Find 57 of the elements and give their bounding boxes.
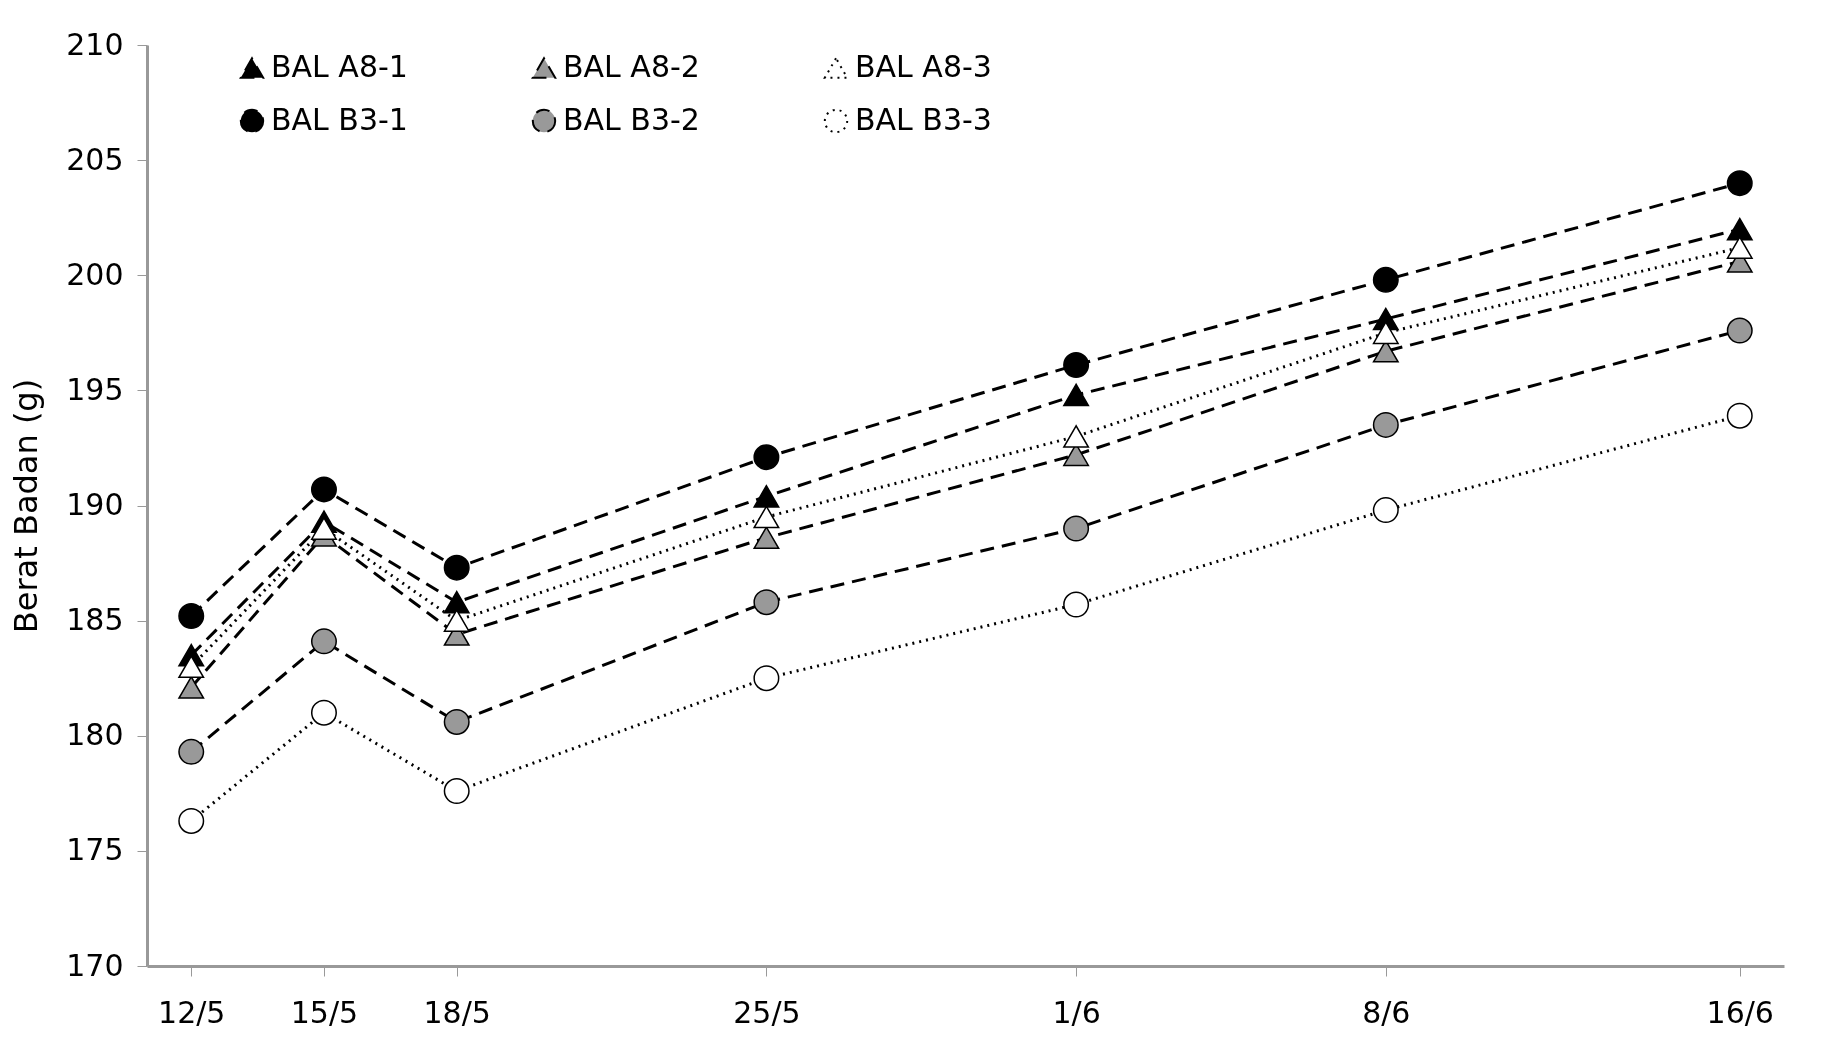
x-tick-label: 18/5 (423, 994, 491, 1030)
x-tick-label: 15/5 (290, 994, 359, 1030)
legend-label: BAL B3-2 (563, 102, 700, 137)
point (1726, 217, 1753, 241)
point (310, 517, 337, 540)
y-axis-title: Berat Badan (g) (7, 378, 46, 634)
point (1063, 352, 1090, 379)
point (1726, 402, 1753, 429)
point (1063, 591, 1090, 618)
y-tick-label: 185 (66, 602, 124, 638)
point (1063, 383, 1090, 407)
y-tick-label: 175 (66, 832, 124, 868)
point (178, 738, 205, 765)
point (753, 505, 780, 529)
point (1726, 317, 1753, 344)
point (443, 609, 470, 632)
x-tick-label: 25/5 (733, 994, 801, 1030)
point (753, 526, 780, 550)
point (443, 778, 470, 804)
point (1372, 497, 1399, 524)
point (1726, 170, 1753, 197)
x-tick-label: 1/6 (1052, 994, 1101, 1030)
point (178, 655, 205, 679)
point (310, 699, 337, 726)
y-tick-label: 200 (66, 256, 124, 292)
y-tick-label: 205 (66, 141, 124, 177)
point (753, 484, 780, 508)
legend-label: BAL A8-2 (563, 49, 700, 84)
point (310, 476, 337, 503)
point (443, 554, 470, 581)
point (178, 676, 205, 699)
point (753, 665, 780, 692)
point (178, 603, 205, 629)
y-tick-label: 170 (66, 947, 124, 983)
x-tick-label: 8/6 (1362, 994, 1411, 1030)
point (1726, 236, 1753, 259)
point (178, 807, 205, 834)
y-tick-label: 190 (66, 487, 124, 522)
legend-label: BAL A8-3 (855, 49, 992, 84)
point (1063, 515, 1090, 542)
point (753, 444, 780, 471)
y-tick-label: 210 (66, 26, 124, 62)
y-tick-label: 195 (66, 371, 124, 407)
y-tick-label: 180 (66, 717, 124, 753)
point (1372, 266, 1399, 293)
x-tick-label: 12/5 (158, 994, 226, 1030)
point (753, 589, 780, 616)
point (1372, 321, 1399, 345)
legend-label: BAL A8-1 (271, 49, 408, 84)
legend-label: BAL B3-3 (855, 102, 992, 137)
legend-label: BAL B3-1 (271, 102, 408, 137)
point (443, 590, 470, 614)
point (443, 708, 470, 735)
x-tick-label: 16/6 (1706, 994, 1774, 1030)
point (1063, 425, 1090, 448)
point (310, 628, 337, 655)
point (1372, 411, 1399, 438)
